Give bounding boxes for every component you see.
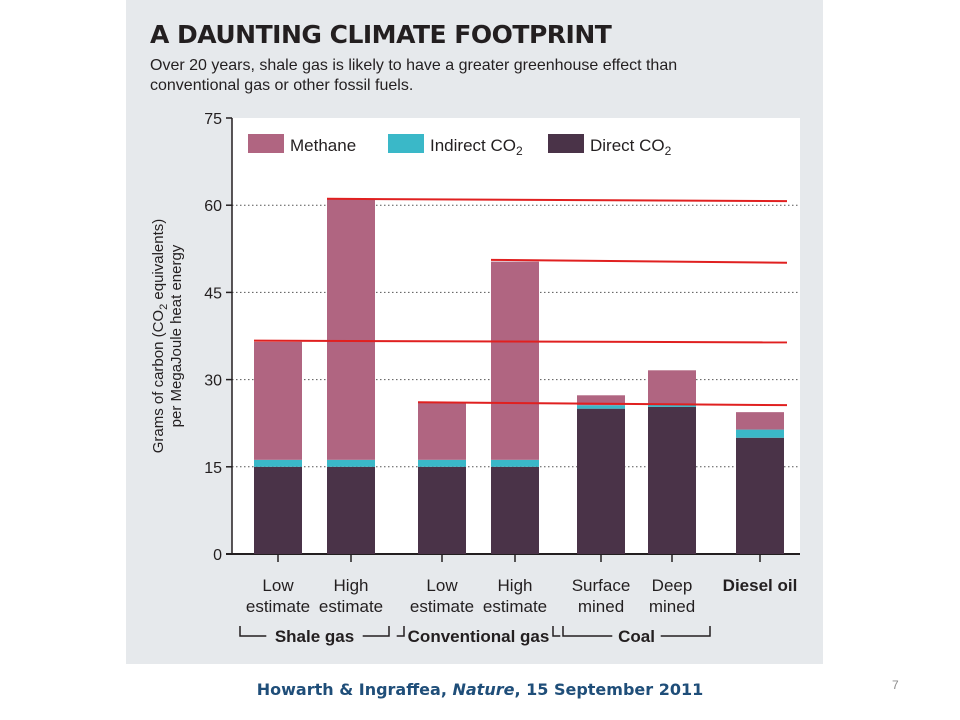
bar-indirect-co2: [491, 459, 539, 467]
x-tick-label: estimate: [319, 597, 383, 616]
x-tick-label: Deep: [652, 576, 693, 595]
legend-swatch: [548, 134, 584, 153]
legend-label: Methane: [290, 136, 356, 155]
bar-direct-co2: [254, 466, 302, 554]
y-tick-label: 75: [204, 111, 222, 128]
bar-direct-co2: [577, 408, 625, 554]
x-tick-label: estimate: [246, 597, 310, 616]
y-axis-label: Grams of carbon (CO2 equivalents): [150, 219, 170, 454]
x-tick-label: Low: [426, 576, 458, 595]
bar-indirect-co2: [736, 429, 784, 438]
group-bracket: [362, 626, 390, 637]
caption-journal: Nature: [452, 680, 515, 699]
x-tick-label: Diesel oil: [723, 576, 798, 595]
x-tick-label: High: [334, 576, 369, 595]
legend-label: Indirect CO2: [430, 136, 523, 158]
bar-direct-co2: [491, 466, 539, 554]
x-tick-label: mined: [649, 597, 695, 616]
group-bracket: [396, 626, 405, 637]
bar-methane: [491, 261, 539, 460]
y-axis-label-line2: per MegaJoule heat energy: [168, 244, 185, 427]
bar-methane: [327, 199, 375, 460]
x-tick-label: High: [498, 576, 533, 595]
y-tick-label: 15: [204, 460, 222, 477]
bar-methane: [736, 412, 784, 430]
overlay-line: [326, 197, 788, 203]
overlay-line: [253, 339, 788, 344]
x-tick-label: estimate: [483, 597, 547, 616]
group-bracket: [562, 626, 613, 637]
chart-title: A DAUNTING CLIMATE FOOTPRINT: [150, 20, 612, 49]
bar-indirect-co2: [327, 459, 375, 467]
legend-swatch: [388, 134, 424, 153]
bar-methane: [254, 341, 302, 460]
group-bracket: [552, 626, 561, 637]
bar-indirect-co2: [577, 405, 625, 409]
legend-swatch: [248, 134, 284, 153]
bar-methane: [577, 395, 625, 406]
overlay-line: [417, 401, 788, 407]
x-tick-label: Surface: [572, 576, 631, 595]
bar-methane: [418, 402, 466, 460]
bar-indirect-co2: [418, 459, 466, 467]
x-tick-label: estimate: [410, 597, 474, 616]
chart-subtitle: Over 20 years, shale gas is likely to ha…: [150, 57, 678, 94]
x-tick-label: Low: [262, 576, 294, 595]
slide-caption: Howarth & Ingraffea, Nature, 15 Septembe…: [0, 680, 960, 699]
y-tick-label: 0: [213, 547, 222, 564]
bar-indirect-co2: [648, 404, 696, 407]
x-tick-label: mined: [578, 597, 624, 616]
group-bracket: [239, 626, 267, 637]
page-number: 7: [892, 678, 899, 692]
caption-date: , 15 September 2011: [514, 680, 704, 699]
overlay-line: [490, 258, 788, 264]
y-tick-label: 60: [204, 198, 222, 215]
bar-methane: [648, 370, 696, 405]
bar-indirect-co2: [254, 459, 302, 467]
group-bracket: [660, 626, 711, 637]
bar-direct-co2: [327, 466, 375, 554]
y-tick-label: 45: [204, 285, 222, 302]
legend-label: Direct CO2: [590, 136, 672, 158]
y-tick-label: 30: [204, 373, 222, 390]
group-label: Shale gas: [275, 627, 354, 646]
group-label: Conventional gas: [408, 627, 550, 646]
bar-direct-co2: [736, 437, 784, 554]
bar-direct-co2: [648, 406, 696, 554]
group-label: Coal: [618, 627, 655, 646]
caption-authors: Howarth & Ingraffea,: [256, 680, 453, 699]
bar-direct-co2: [418, 466, 466, 554]
